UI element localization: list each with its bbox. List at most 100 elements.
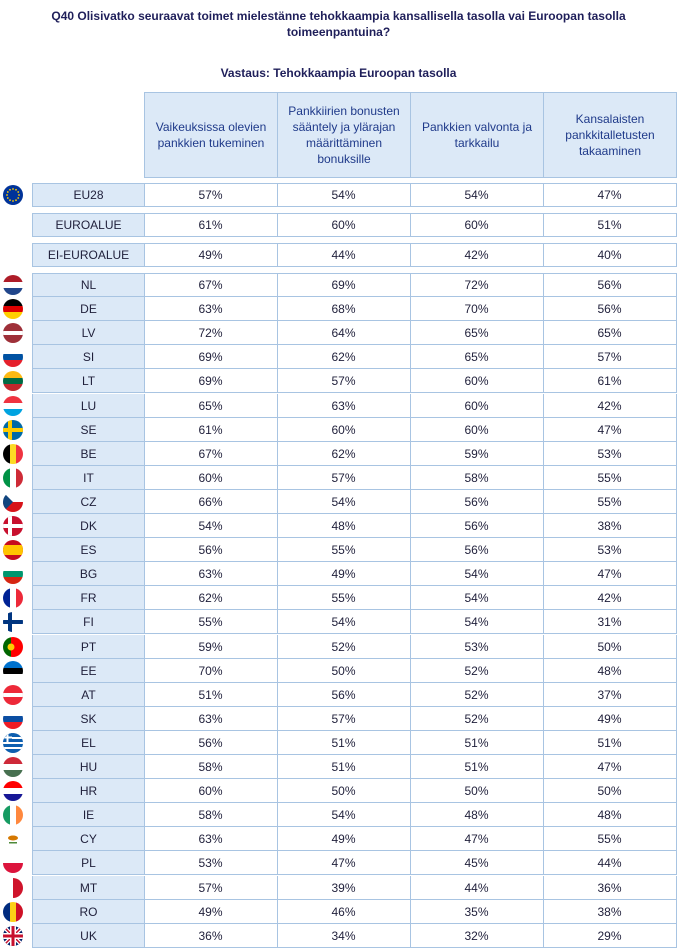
table-row: HR 60% 50% 50% 50% bbox=[32, 779, 677, 803]
value-cell: 42% bbox=[543, 586, 677, 610]
value-cell: 63% bbox=[144, 827, 278, 851]
value-cell: 34% bbox=[277, 924, 411, 948]
value-cell: 63% bbox=[144, 562, 278, 586]
hu-flag-icon bbox=[3, 757, 23, 777]
chart-subtitle: Vastaus: Tehokkaampia Euroopan tasolla bbox=[220, 66, 457, 80]
value-cell: 57% bbox=[144, 184, 278, 207]
value-cell: 57% bbox=[277, 466, 411, 490]
value-cell: 51% bbox=[410, 731, 544, 755]
row-label: FR bbox=[32, 586, 145, 610]
row-label: IE bbox=[32, 803, 145, 827]
value-cell: 61% bbox=[144, 214, 278, 237]
value-cell: 55% bbox=[277, 586, 411, 610]
table-row: IT 60% 57% 58% 55% bbox=[32, 466, 677, 490]
value-cell: 58% bbox=[410, 466, 544, 490]
value-cell: 32% bbox=[410, 924, 544, 948]
value-cell: 38% bbox=[543, 514, 677, 538]
ie-flag-icon bbox=[3, 805, 23, 825]
table-row: EUROALUE 61% 60% 60% 51% bbox=[32, 213, 677, 237]
row-label: MT bbox=[32, 876, 145, 900]
ee-flag-icon bbox=[3, 661, 23, 681]
value-cell: 64% bbox=[277, 321, 411, 345]
value-cell: 53% bbox=[543, 538, 677, 562]
value-cell: 54% bbox=[277, 610, 411, 634]
table-row: SI 69% 62% 65% 57% bbox=[32, 345, 677, 369]
table-row: EU28 57% 54% 54% 47% bbox=[32, 183, 677, 207]
chart-title: Q40 Olisivatko seuraavat toimet mielestä… bbox=[51, 9, 626, 39]
value-cell: 65% bbox=[410, 321, 544, 345]
uk-flag-icon bbox=[3, 926, 23, 946]
value-cell: 40% bbox=[543, 244, 677, 267]
value-cell: 42% bbox=[410, 244, 544, 267]
value-cell: 60% bbox=[410, 394, 544, 418]
fi-flag-icon bbox=[3, 612, 23, 632]
value-cell: 49% bbox=[277, 827, 411, 851]
value-cell: 58% bbox=[144, 755, 278, 779]
value-cell: 60% bbox=[144, 466, 278, 490]
it-flag-icon bbox=[3, 468, 23, 488]
value-cell: 62% bbox=[144, 586, 278, 610]
value-cell: 56% bbox=[144, 731, 278, 755]
value-cell: 56% bbox=[410, 538, 544, 562]
table-row: NL 67% 69% 72% 56% bbox=[32, 273, 677, 297]
table-row: SK 63% 57% 52% 49% bbox=[32, 707, 677, 731]
el-flag-icon bbox=[3, 733, 23, 753]
row-label: AT bbox=[32, 683, 145, 707]
value-cell: 70% bbox=[144, 659, 278, 683]
table-row: DK 54% 48% 56% 38% bbox=[32, 514, 677, 538]
value-cell: 37% bbox=[543, 683, 677, 707]
value-cell: 56% bbox=[543, 274, 677, 297]
row-label: UK bbox=[32, 924, 145, 948]
value-cell: 70% bbox=[410, 297, 544, 321]
table-row: CZ 66% 54% 56% 55% bbox=[32, 490, 677, 514]
value-cell: 47% bbox=[543, 184, 677, 207]
value-cell: 61% bbox=[144, 418, 278, 442]
mt-flag-icon bbox=[3, 878, 23, 898]
value-cell: 48% bbox=[277, 514, 411, 538]
si-flag-icon bbox=[3, 347, 23, 367]
value-cell: 54% bbox=[277, 184, 411, 207]
pl-flag-icon bbox=[3, 853, 23, 873]
column-header-3: Pankkien valvonta ja tarkkailu bbox=[410, 92, 544, 178]
value-cell: 54% bbox=[410, 562, 544, 586]
value-cell: 54% bbox=[144, 514, 278, 538]
row-label: NL bbox=[32, 274, 145, 297]
ro-flag-icon bbox=[3, 902, 23, 922]
table-row: RO 49% 46% 35% 38% bbox=[32, 900, 677, 924]
value-cell: 44% bbox=[410, 876, 544, 900]
value-cell: 52% bbox=[410, 683, 544, 707]
value-cell: 56% bbox=[144, 538, 278, 562]
value-cell: 53% bbox=[543, 442, 677, 466]
hr-flag-icon bbox=[3, 781, 23, 801]
table-row: DE 63% 68% 70% 56% bbox=[32, 297, 677, 321]
table-row: HU 58% 51% 51% 47% bbox=[32, 755, 677, 779]
table-row: EL 56% 51% 51% 51% bbox=[32, 731, 677, 755]
value-cell: 35% bbox=[410, 900, 544, 924]
value-cell: 69% bbox=[277, 274, 411, 297]
value-cell: 72% bbox=[144, 321, 278, 345]
value-cell: 51% bbox=[277, 731, 411, 755]
value-cell: 58% bbox=[144, 803, 278, 827]
value-cell: 69% bbox=[144, 345, 278, 369]
value-cell: 56% bbox=[410, 490, 544, 514]
table-row: BG 63% 49% 54% 47% bbox=[32, 562, 677, 586]
table-row: AT 51% 56% 52% 37% bbox=[32, 683, 677, 707]
row-label: HU bbox=[32, 755, 145, 779]
value-cell: 52% bbox=[277, 635, 411, 659]
value-cell: 48% bbox=[410, 803, 544, 827]
value-cell: 59% bbox=[144, 635, 278, 659]
value-cell: 55% bbox=[144, 610, 278, 634]
de-flag-icon bbox=[3, 299, 23, 319]
value-cell: 48% bbox=[543, 803, 677, 827]
table-row: ES 56% 55% 56% 53% bbox=[32, 538, 677, 562]
at-flag-icon bbox=[3, 685, 23, 705]
value-cell: 55% bbox=[543, 466, 677, 490]
value-cell: 55% bbox=[277, 538, 411, 562]
value-cell: 65% bbox=[543, 321, 677, 345]
value-cell: 60% bbox=[144, 779, 278, 803]
row-label: IT bbox=[32, 466, 145, 490]
table-row: UK 36% 34% 32% 29% bbox=[32, 924, 677, 948]
es-flag-icon bbox=[3, 540, 23, 560]
lt-flag-icon bbox=[3, 371, 23, 391]
value-cell: 48% bbox=[543, 659, 677, 683]
